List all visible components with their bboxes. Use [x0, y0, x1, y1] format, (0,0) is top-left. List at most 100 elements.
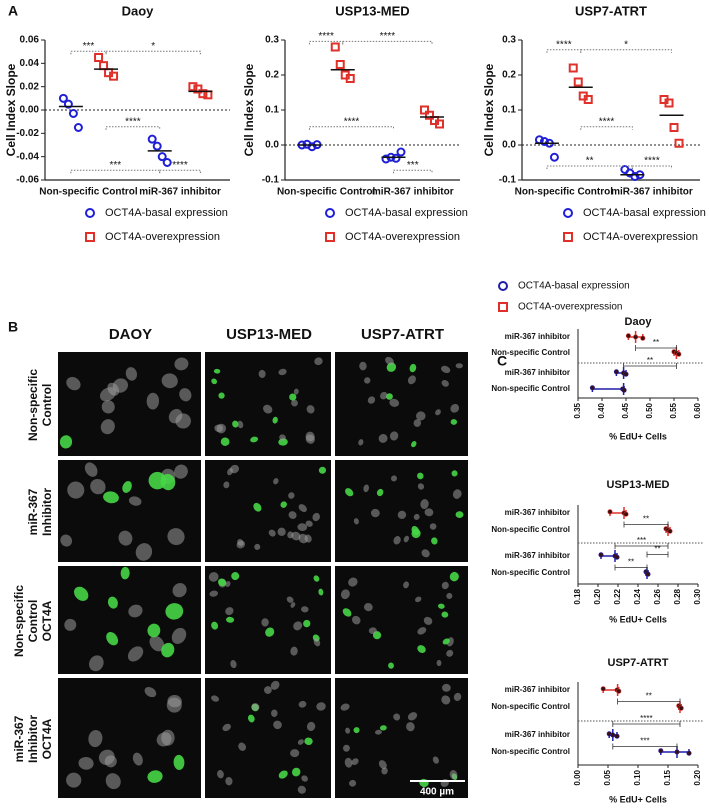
nucleus — [342, 608, 352, 617]
row-header: Control — [40, 384, 54, 427]
y-tick-label: 0.06 — [20, 35, 40, 46]
nucleus — [172, 583, 187, 598]
micrograph — [205, 678, 331, 798]
nucleus — [449, 770, 458, 780]
nucleus — [173, 754, 185, 770]
significance-label: *** — [109, 160, 121, 171]
data-point — [613, 369, 619, 375]
legend-marker — [498, 302, 508, 312]
nucleus — [101, 400, 115, 414]
scale-bar-label: 400 µm — [420, 787, 454, 798]
nucleus — [147, 770, 163, 783]
x-tick-label: miR-367 inhibitor — [139, 187, 221, 198]
data-point — [549, 152, 559, 162]
data-point — [396, 147, 406, 157]
micrograph — [205, 460, 331, 562]
nucleus — [352, 615, 361, 625]
data-point — [667, 528, 673, 534]
x-tick-label: miR-367 inhibitor — [611, 187, 693, 198]
nucleus — [305, 520, 313, 527]
nucleus — [278, 770, 288, 779]
nucleus — [273, 478, 279, 485]
data-point — [674, 749, 680, 755]
y-axis-title: Cell Index Slope — [482, 63, 496, 156]
nucleus — [403, 581, 409, 589]
nucleus — [363, 602, 373, 612]
data-point — [630, 172, 640, 181]
significance-bracket — [635, 345, 677, 351]
nucleus — [407, 712, 418, 721]
data-point — [598, 552, 604, 558]
nucleus — [298, 504, 307, 513]
y-tick-label: 0.1 — [502, 105, 516, 116]
nucleus — [441, 695, 451, 705]
chart-title: USP13-MED — [335, 3, 409, 18]
nucleus — [237, 420, 244, 429]
x-tick-label: 0.24 — [633, 588, 642, 604]
x-tick-label: 0.22 — [613, 588, 622, 604]
nucleus — [59, 435, 73, 449]
data-point — [625, 333, 631, 339]
nucleus — [265, 627, 275, 637]
nucleus — [232, 420, 239, 428]
significance-label: *** — [407, 160, 419, 171]
nucleus — [390, 475, 397, 482]
nucleus — [213, 368, 221, 374]
nucleus — [375, 729, 382, 735]
data-point — [610, 732, 616, 738]
nucleus — [370, 508, 380, 518]
column-header: DAOY — [109, 326, 152, 343]
nucleus — [286, 596, 294, 603]
nucleus — [421, 549, 430, 558]
legend-marker — [85, 232, 95, 242]
nucleus — [179, 388, 192, 402]
data-point — [623, 511, 629, 517]
x-tick-label: 0.50 — [645, 402, 654, 418]
significance-label: * — [624, 39, 628, 50]
row-header: OCT4A — [40, 718, 54, 759]
nucleus — [417, 645, 426, 653]
row-label: Non-specific Control — [491, 348, 570, 357]
nucleus — [318, 466, 327, 474]
data-point — [162, 158, 172, 167]
data-point — [193, 84, 203, 94]
nucleus — [455, 511, 464, 519]
nucleus — [413, 419, 422, 427]
significance-bracket — [614, 543, 669, 549]
data-point — [621, 387, 627, 393]
nucleus — [348, 577, 358, 587]
nucleus — [379, 725, 387, 731]
x-tick-label: 0.10 — [633, 769, 642, 785]
data-point — [58, 93, 68, 103]
significance-bracket — [580, 126, 633, 130]
nucleus — [211, 695, 220, 702]
nucleus — [417, 627, 427, 635]
row-header: Non-specific — [12, 585, 26, 657]
nucleus — [415, 596, 422, 603]
significance-bracket — [631, 165, 673, 169]
row-label: Non-specific Control — [491, 568, 570, 577]
nucleus — [407, 375, 416, 385]
legend-marker — [325, 208, 335, 218]
chart-title: Daoy — [122, 3, 155, 18]
significance-label: ** — [647, 356, 653, 365]
row-label: miR-367 inhibitor — [505, 685, 570, 694]
nucleus — [303, 619, 311, 628]
x-axis-title: % EdU+ Cells — [609, 614, 667, 624]
chart-title: USP13-MED — [607, 479, 670, 491]
significance-bracket — [309, 126, 394, 130]
nucleus — [431, 537, 438, 545]
nucleus — [441, 365, 451, 374]
data-point — [623, 371, 629, 377]
nucleus — [313, 638, 321, 647]
nucleus — [168, 408, 183, 424]
nucleus — [209, 590, 219, 597]
y-tick-label: 0.0 — [502, 140, 516, 151]
nucleus — [290, 646, 298, 656]
significance-bracket — [617, 698, 681, 705]
significance-label: **** — [125, 116, 141, 127]
significance-bracket — [623, 363, 677, 369]
nucleus — [174, 464, 188, 479]
nucleus — [367, 396, 376, 404]
nucleus — [120, 566, 130, 580]
